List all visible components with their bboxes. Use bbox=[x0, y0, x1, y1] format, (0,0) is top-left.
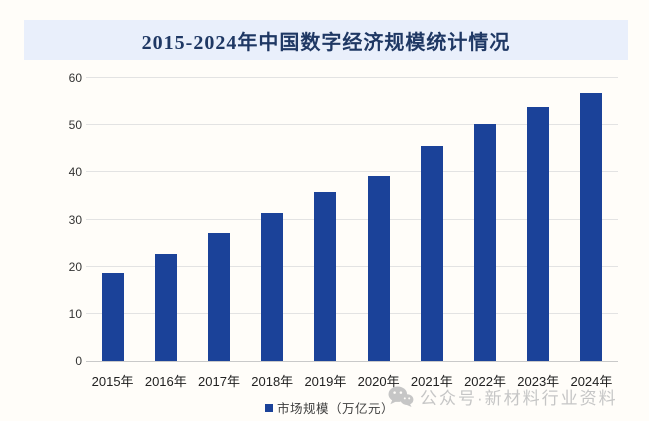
bar-2021年 bbox=[420, 146, 443, 361]
bar-2024年 bbox=[580, 92, 603, 361]
bar-cell bbox=[86, 78, 139, 361]
y-tick-label: 30 bbox=[68, 212, 82, 227]
wechat-icon bbox=[388, 386, 414, 407]
y-tick-label: 10 bbox=[68, 306, 82, 321]
bar-2015年 bbox=[101, 273, 124, 361]
bar-2020年 bbox=[367, 176, 390, 361]
bar-cell bbox=[565, 78, 618, 361]
gridline bbox=[86, 218, 618, 220]
bar-2022年 bbox=[474, 124, 497, 361]
bar-2019年 bbox=[314, 192, 337, 361]
chart-title: 2015-2024年中国数字经济规模统计情况 bbox=[141, 31, 511, 54]
y-tick-label: 40 bbox=[68, 165, 82, 180]
x-tick-label: 2019年 bbox=[304, 374, 347, 389]
plot-area bbox=[86, 77, 618, 362]
bar-2016年 bbox=[154, 254, 177, 361]
bar-series bbox=[86, 78, 618, 361]
bar-2017年 bbox=[208, 232, 230, 361]
x-tick-label: 2022年 bbox=[464, 374, 506, 389]
x-tick-label: 2021年 bbox=[410, 374, 453, 389]
chart-title-banner: 2015-2024年中国数字经济规模统计情况 bbox=[24, 20, 628, 60]
y-tick-label: 0 bbox=[75, 354, 82, 368]
x-tick-label: 2020年 bbox=[357, 374, 400, 389]
bar-cell bbox=[192, 78, 245, 361]
y-axis: 0 10 20 30 40 50 60 bbox=[38, 71, 82, 368]
x-tick-label: 2015年 bbox=[91, 374, 134, 389]
y-tick-label: 60 bbox=[68, 71, 82, 85]
x-tick-label: 2024年 bbox=[570, 374, 613, 389]
gridline bbox=[86, 265, 618, 267]
bar-cell bbox=[352, 78, 405, 361]
x-tick-label: 2023年 bbox=[517, 374, 560, 389]
y-tick-label: 50 bbox=[68, 118, 82, 133]
watermark-text: 公众号·新材料行业资料 bbox=[420, 389, 618, 408]
y-tick-label: 20 bbox=[68, 259, 82, 274]
gridline bbox=[86, 171, 618, 173]
bar-2023年 bbox=[527, 106, 550, 361]
gridline bbox=[86, 124, 618, 126]
bar-cell bbox=[405, 78, 458, 361]
x-tick-label: 2016年 bbox=[144, 374, 187, 389]
gridline bbox=[86, 77, 618, 78]
bar-cell bbox=[512, 78, 565, 361]
legend-marker bbox=[265, 403, 273, 412]
gridline bbox=[86, 312, 618, 314]
bar-cell bbox=[246, 78, 299, 361]
legend: 市场规模（万亿元） bbox=[265, 398, 394, 417]
x-tick-label: 2017年 bbox=[198, 374, 240, 389]
watermark: 公众号·新材料行业资料 bbox=[388, 384, 618, 409]
legend-label: 市场规模（万亿元） bbox=[277, 402, 395, 416]
bar-cell bbox=[458, 78, 511, 361]
x-tick-label: 2018年 bbox=[251, 374, 294, 389]
x-axis: 2015年 2016年 2017年 2018年 2019年 2020年 2021年 2022年… bbox=[86, 371, 618, 390]
bar-2018年 bbox=[261, 213, 284, 361]
bar-cell bbox=[139, 78, 192, 361]
bar-cell bbox=[299, 78, 352, 361]
